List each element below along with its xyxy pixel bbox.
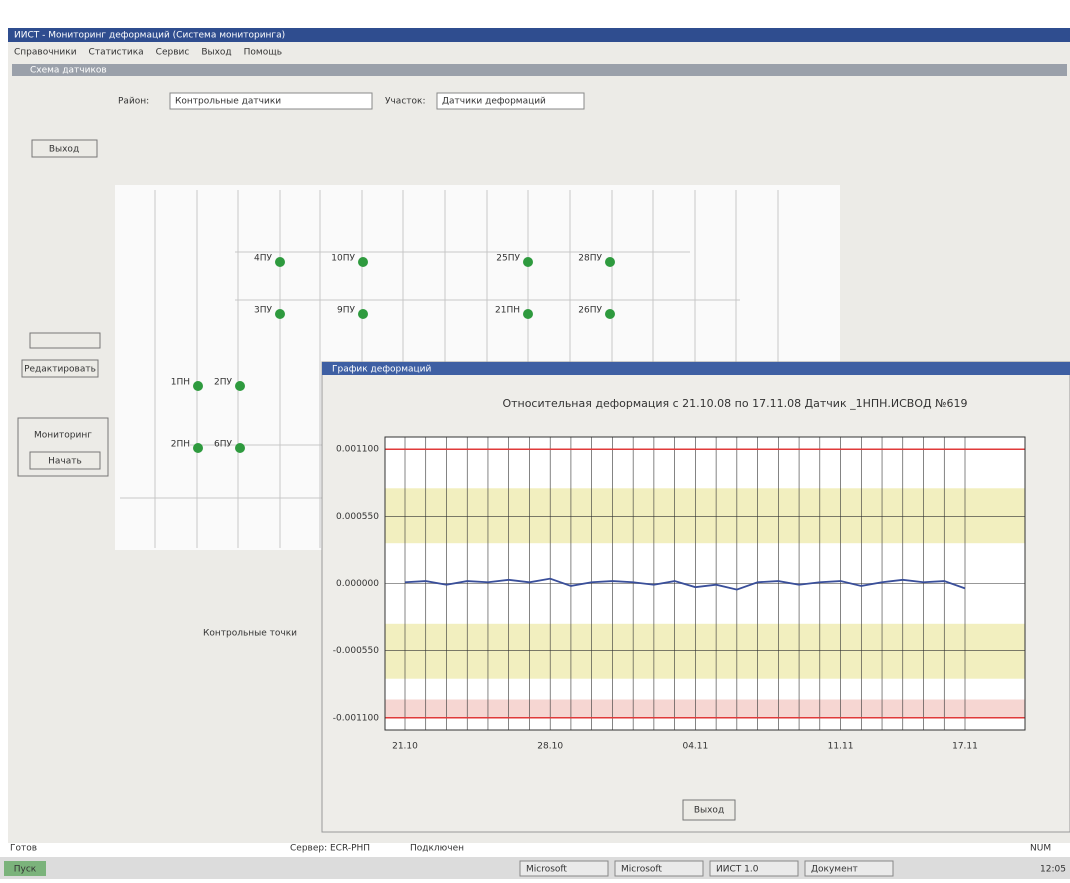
sensor-label: 1ПН — [171, 378, 190, 388]
menu-item[interactable]: Выход — [201, 48, 231, 58]
y-tick-label: 0.000550 — [336, 512, 379, 522]
sensor-label: 3ПУ — [254, 306, 272, 316]
sensor-dot[interactable] — [235, 381, 245, 391]
y-tick-label: 0.000000 — [336, 579, 379, 589]
band — [385, 624, 1025, 679]
sensor-dot[interactable] — [235, 443, 245, 453]
menu-item[interactable]: Статистика — [89, 48, 144, 58]
task-label: Microsoft — [621, 865, 662, 875]
sensor-dot[interactable] — [358, 309, 368, 319]
x-tick-label: 28.10 — [537, 742, 563, 752]
sensor-label: 2ПН — [171, 440, 190, 450]
sensor-label: 4ПУ — [254, 254, 272, 264]
sensor-label: 25ПУ — [496, 254, 520, 264]
sensor-dot[interactable] — [193, 443, 203, 453]
x-tick-label: 11.11 — [828, 742, 854, 752]
status-text: NUM — [1030, 844, 1051, 854]
screen: ИИСТ - Мониторинг деформаций (Система мо… — [0, 0, 1070, 879]
label: Участок: — [385, 97, 425, 107]
group-label: Мониторинг — [34, 431, 92, 441]
task-label: Документ — [811, 865, 858, 875]
label: Район: — [118, 97, 149, 107]
start-label: Пуск — [14, 865, 37, 875]
band — [385, 699, 1025, 717]
status-text: Готов — [10, 844, 37, 854]
sensor-dot[interactable] — [605, 309, 615, 319]
band — [385, 488, 1025, 543]
chart: Относительная деформация с 21.10.08 по 1… — [333, 397, 1025, 752]
window-title: ИИСТ - Мониторинг деформаций (Система мо… — [14, 31, 285, 41]
clock: 12:05 — [1040, 865, 1066, 875]
sensor-label: 21ПН — [495, 306, 520, 316]
status-bar: Готов Сервер: ECR-РНП Подключен NUM — [10, 844, 1051, 854]
status-text: Сервер: ECR-РНП — [290, 844, 370, 854]
chart-window-title: График деформаций — [332, 365, 432, 375]
button-label: Выход — [694, 806, 724, 816]
sensor-dot[interactable] — [523, 257, 533, 267]
label: Контрольные точки — [203, 629, 297, 639]
sensor-dot[interactable] — [275, 309, 285, 319]
menu-item[interactable]: Справочники — [14, 48, 77, 58]
sensor-label: 2ПУ — [214, 378, 232, 388]
sensor-label: 6ПУ — [214, 440, 232, 450]
sensor-label: 26ПУ — [578, 306, 602, 316]
y-tick-label: -0.001100 — [333, 713, 379, 723]
x-tick-label: 04.11 — [682, 742, 708, 752]
sensor-dot[interactable] — [275, 257, 285, 267]
sensor-dot[interactable] — [193, 381, 203, 391]
x-tick-label: 17.11 — [952, 742, 978, 752]
form-title: Схема датчиков — [30, 66, 107, 76]
chart-title: Относительная деформация с 21.10.08 по 1… — [502, 397, 967, 410]
sensor-dot[interactable] — [523, 309, 533, 319]
sensor-label: 10ПУ — [331, 254, 355, 264]
y-tick-label: -0.000550 — [333, 646, 379, 656]
dropdown-value: Датчики деформаций — [442, 97, 546, 107]
dropdown-value: Контрольные датчики — [175, 97, 281, 107]
chart-window-title-bar — [322, 362, 1070, 375]
button-label: Редактировать — [24, 365, 96, 375]
sensor-label: 28ПУ — [578, 254, 602, 264]
sensor-dot[interactable] — [605, 257, 615, 267]
button-label: Выход — [49, 145, 79, 155]
y-tick-label: 0.001100 — [336, 445, 379, 455]
task-label: ИИСТ 1.0 — [716, 865, 759, 875]
x-tick-label: 21.10 — [392, 742, 418, 752]
task-label: Microsoft — [526, 865, 567, 875]
button-label: Начать — [48, 457, 82, 467]
menu-item[interactable]: Сервис — [156, 48, 190, 58]
sensor-dot[interactable] — [358, 257, 368, 267]
status-text: Подключен — [410, 844, 464, 854]
sensor-label: 9ПУ — [337, 306, 355, 316]
menu-item[interactable]: Помощь — [244, 48, 282, 58]
button[interactable] — [30, 333, 100, 348]
form-title-bar — [12, 64, 1067, 76]
